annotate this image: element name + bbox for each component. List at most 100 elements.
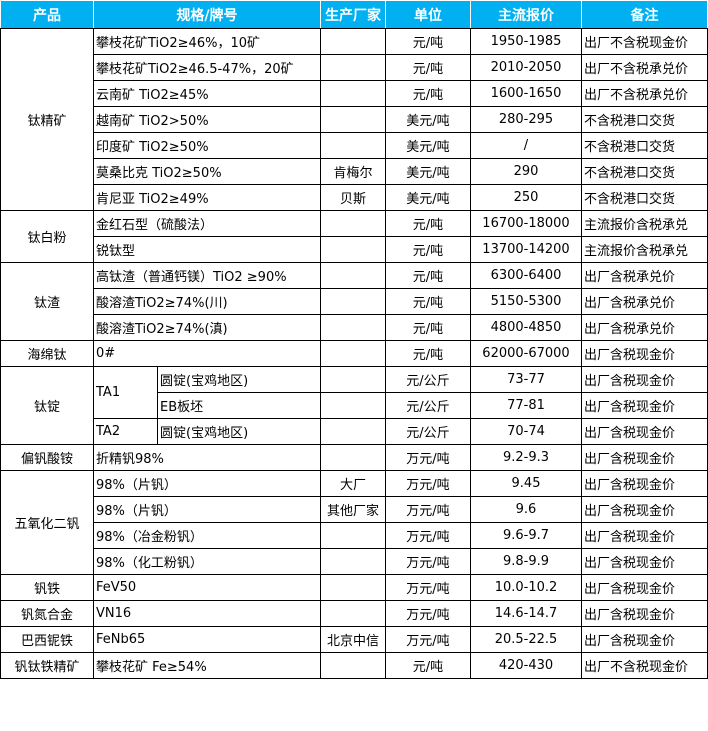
maker-cell [320,444,386,471]
table-row: 印度矿 TiO2≥50% 美元/吨 / 不含税港口交货 [1,132,708,159]
note-cell: 出厂含税现金价 [581,574,708,601]
table-row: 钒钛铁精矿 攀枝花矿 Fe≥54% 元/吨 420-430 出厂不含税现金价 [0,652,708,679]
maker-cell [320,210,386,237]
price-cell: 4800-4850 [470,314,582,341]
unit-cell: 万元/吨 [385,574,471,601]
price-cell: 9.45 [470,470,582,497]
note-cell: 主流报价含税承兑 [581,210,708,237]
spec-cell: 98%（片钒） [93,496,321,523]
table-row: 钒氮合金 VN16 万元/吨 14.6-14.7 出厂含税现金价 [0,600,708,627]
note-cell: 不含税港口交货 [581,132,708,159]
maker-cell [320,106,386,133]
note-cell: 出厂不含税现金价 [581,28,708,55]
note-cell: 出厂含税现金价 [581,418,708,445]
header-maker: 生产厂家 [320,0,386,29]
note-cell: 出厂含税承兑价 [581,314,708,341]
table-row: TA2 圆锭(宝鸡地区) 元/公斤 70-74 出厂含税现金价 [1,418,708,445]
table-row: 酸溶渣TiO2≥74%(川) 元/吨 5150-5300 出厂含税承兑价 [1,288,708,315]
note-cell: 出厂含税现金价 [581,366,708,393]
header-spec: 规格/牌号 [93,0,321,29]
product-cell: 钛渣 [0,262,94,341]
note-cell: 出厂不含税承兑价 [581,54,708,81]
spec-cell: VN16 [93,600,321,627]
price-cell: 10.0-10.2 [470,574,582,601]
spec-cell: 印度矿 TiO2≥50% [93,132,321,159]
unit-cell: 元/吨 [385,262,471,289]
unit-cell: 万元/吨 [385,496,471,523]
table-row: 钛锭 TA1 圆锭(宝鸡地区) 元/公斤 73-77 出厂含税现金价 [0,366,708,445]
note-cell: 出厂含税现金价 [581,470,708,497]
spec-cell: 酸溶渣TiO2≥74%(川) [93,288,321,315]
maker-cell [320,548,386,575]
unit-cell: 万元/吨 [385,522,471,549]
note-cell: 出厂含税现金价 [581,626,708,653]
unit-cell: 万元/吨 [385,444,471,471]
unit-cell: 元/吨 [385,236,471,263]
sub-spec-cell: 圆锭(宝鸡地区) [157,366,321,393]
table-row: 越南矿 TiO2>50% 美元/吨 280-295 不含税港口交货 [1,106,708,133]
table-row: 酸溶渣TiO2≥74%(滇) 元/吨 4800-4850 出厂含税承兑价 [1,314,708,341]
product-cell: 钛精矿 [0,28,94,211]
unit-cell: 元/吨 [385,652,471,679]
maker-cell [320,600,386,627]
header-price: 主流报价 [470,0,582,29]
table-row: 钛渣 高钛渣（普通钙镁）TiO2 ≥90% 元/吨 6300-6400 出厂含税承兑价 [0,262,708,341]
price-cell: 280-295 [470,106,582,133]
note-cell: 不含税港口交货 [581,158,708,185]
unit-cell: 美元/吨 [385,158,471,185]
price-cell: 1600-1650 [470,80,582,107]
table-row: 钛精矿 攀枝花矿TiO2≥46%，10矿 元/吨 1950-1985 出厂不含税现金价 [0,28,708,211]
unit-cell: 元/公斤 [385,392,471,419]
spec-cell: 攀枝花矿TiO2≥46.5-47%，20矿 [93,54,321,81]
table-row: 海绵钛 0# 元/吨 62000-67000 出厂含税现金价 [0,340,708,367]
price-cell: 9.8-9.9 [470,548,582,575]
maker-cell [320,132,386,159]
price-table: 产品 规格/牌号 生产厂家 单位 主流报价 备注 钛精矿 攀枝花矿TiO2≥46%… [0,0,708,679]
note-cell: 出厂含税现金价 [581,444,708,471]
maker-cell: 贝斯 [320,184,386,211]
maker-cell [320,28,386,55]
spec-cell: 高钛渣（普通钙镁）TiO2 ≥90% [93,262,321,289]
unit-cell: 美元/吨 [385,106,471,133]
price-cell: 290 [470,158,582,185]
table-row: 云南矿 TiO2≥45% 元/吨 1600-1650 出厂不含税承兑价 [1,80,708,107]
maker-cell [320,80,386,107]
sub-spec-cell: 圆锭(宝鸡地区) [157,418,321,445]
product-cell: 钛锭 [0,366,94,445]
unit-cell: 万元/吨 [385,470,471,497]
table-row: 钛白粉 金红石型（硫酸法） 元/吨 16700-18000 主流报价含税承兑 [0,210,708,263]
maker-cell: 其他厂家 [320,496,386,523]
spec-cell: 攀枝花矿TiO2≥46%，10矿 [93,28,321,55]
spec-cell: 莫桑比克 TiO2≥50% [93,158,321,185]
price-cell: 5150-5300 [470,288,582,315]
maker-cell: 北京中信 [320,626,386,653]
price-cell: 20.5-22.5 [470,626,582,653]
price-cell: 70-74 [470,418,582,445]
price-cell: 73-77 [470,366,582,393]
note-cell: 不含税港口交货 [581,184,708,211]
note-cell: 不含税港口交货 [581,106,708,133]
unit-cell: 元/吨 [385,314,471,341]
maker-cell [320,236,386,263]
price-cell: 77-81 [470,392,582,419]
price-cell: 2010-2050 [470,54,582,81]
price-cell: 6300-6400 [470,262,582,289]
product-cell: 五氧化二钒 [0,470,94,575]
header-note: 备注 [581,0,708,29]
spec-cell: 金红石型（硫酸法） [93,210,321,237]
unit-cell: 元/公斤 [385,366,471,393]
spec-cell: 98%（化工粉钒） [93,548,321,575]
header-product: 产品 [0,0,94,29]
note-cell: 出厂不含税承兑价 [581,80,708,107]
maker-cell [320,522,386,549]
spec-cell: 锐钛型 [93,236,321,263]
unit-cell: 元/吨 [385,340,471,367]
table-row: 巴西铌铁 FeNb65 北京中信 万元/吨 20.5-22.5 出厂含税现金价 [0,626,708,653]
maker-cell [320,288,386,315]
note-cell: 出厂含税现金价 [581,496,708,523]
maker-cell: 肯梅尔 [320,158,386,185]
spec-cell: 98%（片钒） [93,470,321,497]
note-cell: 出厂含税现金价 [581,600,708,627]
table-row: 五氧化二钒 98%（片钒） 大厂 万元/吨 9.45 出厂含税现金价 [0,470,708,575]
note-cell: 主流报价含税承兑 [581,236,708,263]
